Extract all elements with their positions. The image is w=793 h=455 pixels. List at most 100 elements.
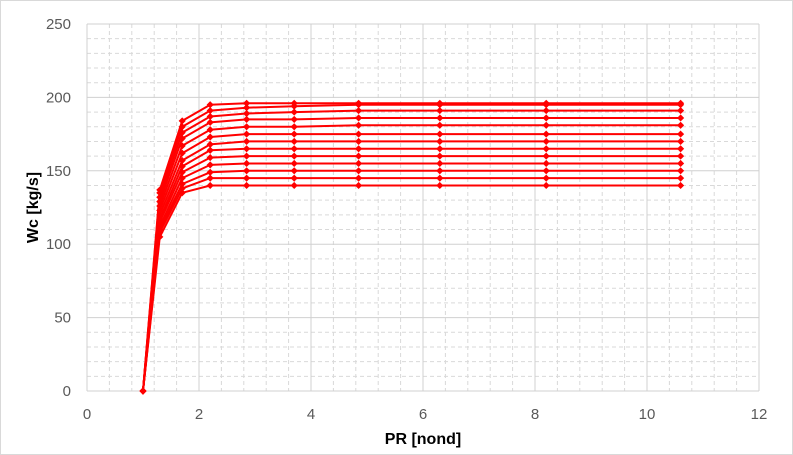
series-line <box>142 155 681 392</box>
data-point-marker <box>542 107 550 115</box>
data-point-marker <box>243 99 251 107</box>
y-tick-label: 150 <box>46 163 71 180</box>
data-point-marker <box>542 121 550 129</box>
y-tick-label: 250 <box>46 16 71 33</box>
data-point-marker <box>206 107 214 115</box>
data-point-marker <box>355 145 363 153</box>
data-point-marker <box>677 174 685 182</box>
data-point-marker <box>139 387 147 395</box>
data-point-marker <box>243 167 251 175</box>
data-point-marker <box>206 161 214 169</box>
data-point-marker <box>290 99 298 107</box>
x-tick-label: 12 <box>751 406 768 423</box>
data-point-marker <box>206 133 214 141</box>
data-point-marker <box>290 159 298 168</box>
data-point-marker <box>156 186 164 194</box>
data-point-marker <box>677 137 685 146</box>
data-point-marker <box>206 181 214 190</box>
series-13 <box>139 99 685 395</box>
tick-labels: 0 2 4 6 8 10 12 0 50 100 150 200 250 <box>46 16 767 423</box>
x-tick-label: 0 <box>83 406 91 423</box>
data-point-marker <box>206 118 214 126</box>
series-line <box>142 177 681 392</box>
series-line <box>142 162 681 392</box>
x-tick-label: 6 <box>419 406 427 423</box>
data-point-marker <box>178 117 186 125</box>
data-point-marker <box>355 130 363 138</box>
series-line <box>142 102 681 392</box>
y-tick-label: 0 <box>63 383 71 400</box>
data-point-marker <box>355 152 363 160</box>
data-point-marker <box>355 114 363 122</box>
data-point-marker <box>206 168 214 176</box>
x-tick-label: 8 <box>531 406 539 423</box>
data-point-marker <box>355 159 363 168</box>
data-point-marker <box>243 115 251 123</box>
data-point-marker <box>355 167 363 175</box>
data-point-marker <box>206 112 214 121</box>
data-point-marker <box>206 154 214 162</box>
data-point-marker <box>542 181 550 190</box>
data-point-marker <box>290 145 298 153</box>
data-point-marker <box>542 152 550 160</box>
data-point-marker <box>436 145 444 153</box>
data-point-marker <box>436 167 444 175</box>
data-point-marker <box>290 167 298 175</box>
data-point-marker <box>243 123 251 131</box>
grid <box>86 23 760 392</box>
data-point-marker <box>677 99 685 107</box>
data-point-marker <box>290 174 298 182</box>
data-point-marker <box>436 99 444 107</box>
data-point-marker <box>243 130 251 138</box>
data-point-marker <box>355 181 363 190</box>
data-point-marker <box>355 121 363 129</box>
series-layer <box>139 99 685 395</box>
data-point-marker <box>243 152 251 160</box>
data-point-marker <box>355 107 363 115</box>
y-axis-title: Wc [kg/s] <box>25 172 42 243</box>
x-tick-label: 4 <box>307 406 315 423</box>
data-point-marker <box>355 137 363 146</box>
data-point-marker <box>542 130 550 138</box>
data-point-marker <box>243 145 251 153</box>
x-tick-label: 2 <box>195 406 203 423</box>
series-line <box>142 140 681 392</box>
data-point-marker <box>542 114 550 122</box>
data-point-marker <box>542 174 550 182</box>
data-point-marker <box>355 174 363 182</box>
series-10 <box>139 114 685 395</box>
data-point-marker <box>290 181 298 190</box>
series-line <box>142 109 681 392</box>
data-point-marker <box>243 104 251 112</box>
series-line <box>142 184 681 392</box>
data-point-marker <box>436 107 444 115</box>
y-tick-label: 50 <box>54 310 71 327</box>
data-point-marker <box>677 181 685 190</box>
data-point-marker <box>290 137 298 146</box>
data-point-marker <box>290 108 298 116</box>
y-tick-label: 100 <box>46 236 71 253</box>
data-point-marker <box>206 174 214 182</box>
data-point-marker <box>243 137 251 146</box>
data-point-marker <box>677 121 685 129</box>
data-point-marker <box>436 114 444 122</box>
data-point-marker <box>677 145 685 153</box>
data-point-marker <box>542 137 550 146</box>
data-point-marker <box>206 126 214 134</box>
data-point-marker <box>677 167 685 175</box>
data-point-marker <box>206 101 214 109</box>
data-point-marker <box>206 140 214 148</box>
series-line <box>142 133 681 392</box>
data-point-marker <box>436 137 444 146</box>
data-point-marker <box>436 152 444 160</box>
data-point-marker <box>542 99 550 107</box>
data-point-marker <box>243 181 251 190</box>
data-point-marker <box>290 130 298 138</box>
data-point-marker <box>677 159 685 168</box>
data-point-marker <box>290 115 298 123</box>
data-point-marker <box>542 145 550 153</box>
series-line <box>142 124 681 392</box>
data-point-marker <box>677 107 685 115</box>
y-tick-label: 200 <box>46 89 71 106</box>
